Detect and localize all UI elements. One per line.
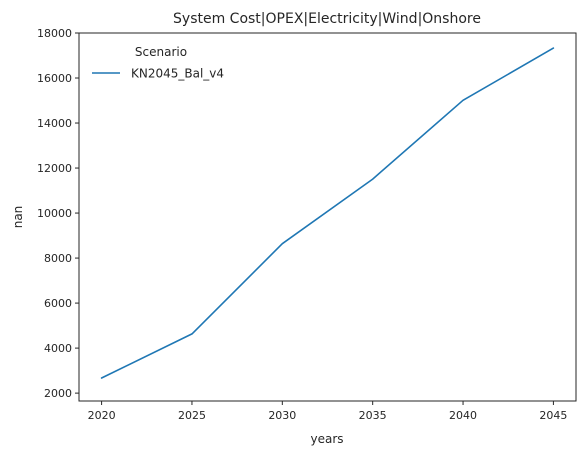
- x-tick-label: 2035: [359, 409, 387, 422]
- chart-title: System Cost|OPEX|Electricity|Wind|Onshor…: [173, 11, 481, 27]
- y-tick-label: 10000: [37, 207, 72, 220]
- y-axis-ticks: 2000 4000 6000 8000 10000 12000 14000 16000 1800…: [37, 27, 79, 400]
- y-tick-label: 12000: [37, 162, 72, 175]
- x-tick-label: 2030: [268, 409, 296, 422]
- y-tick-label: 8000: [44, 252, 72, 265]
- y-axis-label: nan: [11, 206, 25, 229]
- x-axis-ticks: 2020 2025 2030 2035 2040 2045: [88, 401, 567, 422]
- x-tick-label: 2020: [88, 409, 116, 422]
- legend-title: Scenario: [135, 45, 187, 59]
- y-tick-label: 18000: [37, 27, 72, 40]
- x-tick-label: 2045: [539, 409, 567, 422]
- x-tick-label: 2025: [178, 409, 206, 422]
- legend: Scenario KN2045_Bal_v4: [92, 45, 224, 81]
- legend-label-kn2045-bal-v4: KN2045_Bal_v4: [131, 67, 224, 81]
- y-tick-label: 4000: [44, 342, 72, 355]
- plot-frame: [78, 32, 577, 402]
- y-tick-label: 14000: [37, 117, 72, 130]
- y-tick-label: 2000: [44, 387, 72, 400]
- x-axis-label: years: [310, 432, 343, 446]
- x-tick-label: 2040: [449, 409, 477, 422]
- series-line-0: [100, 47, 555, 379]
- y-tick-label: 6000: [44, 297, 72, 310]
- series-layer: [100, 47, 555, 379]
- y-tick-label: 16000: [37, 72, 72, 85]
